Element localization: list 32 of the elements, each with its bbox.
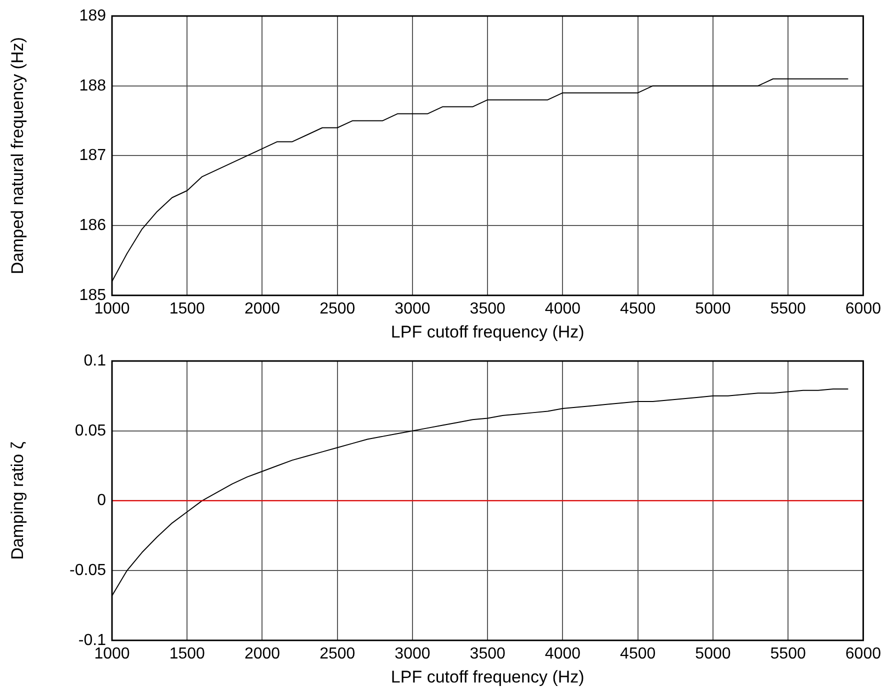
y-axis-title: Damping ratio ζ [8, 441, 27, 560]
x-tick-label: 5500 [770, 300, 806, 318]
x-tick-label: 4500 [620, 300, 656, 318]
y-tick-label: 0 [97, 492, 106, 510]
x-tick-label: 5000 [695, 645, 731, 662]
y-axis-title: Damped natural frequency (Hz) [8, 37, 27, 274]
y-tick-label: -0.05 [70, 562, 106, 579]
y-tick-label: 0.05 [74, 422, 106, 440]
y-tick-label: 188 [79, 77, 106, 94]
y-tick-label: 186 [79, 216, 106, 234]
y-tick-label: 0.1 [84, 352, 106, 370]
x-tick-label: 3000 [394, 645, 430, 662]
x-tick-label: 1500 [169, 645, 206, 662]
y-tick-label: 187 [79, 147, 106, 164]
x-tick-label: 2000 [244, 645, 280, 662]
x-tick-label: 3500 [470, 645, 506, 662]
x-axis-title: LPF cutoff frequency (Hz) [390, 322, 584, 342]
x-tick-label: 4000 [544, 300, 581, 318]
x-tick-label: 5500 [770, 645, 806, 662]
x-tick-label: 2500 [320, 300, 356, 318]
x-tick-label: 6000 [845, 300, 882, 318]
x-tick-label: 3000 [394, 300, 430, 318]
x-tick-label: 4000 [544, 645, 581, 662]
x-tick-label: 4500 [620, 645, 656, 662]
x-tick-label: 1500 [169, 300, 206, 318]
x-tick-label: 2500 [320, 645, 356, 662]
y-tick-label: 189 [79, 7, 106, 24]
x-tick-label: 3500 [470, 300, 506, 318]
x-tick-label: 6000 [845, 645, 882, 662]
x-tick-label: 5000 [695, 300, 731, 318]
x-tick-label: 2000 [244, 300, 280, 318]
x-axis-title: LPF cutoff frequency (Hz) [390, 667, 584, 686]
